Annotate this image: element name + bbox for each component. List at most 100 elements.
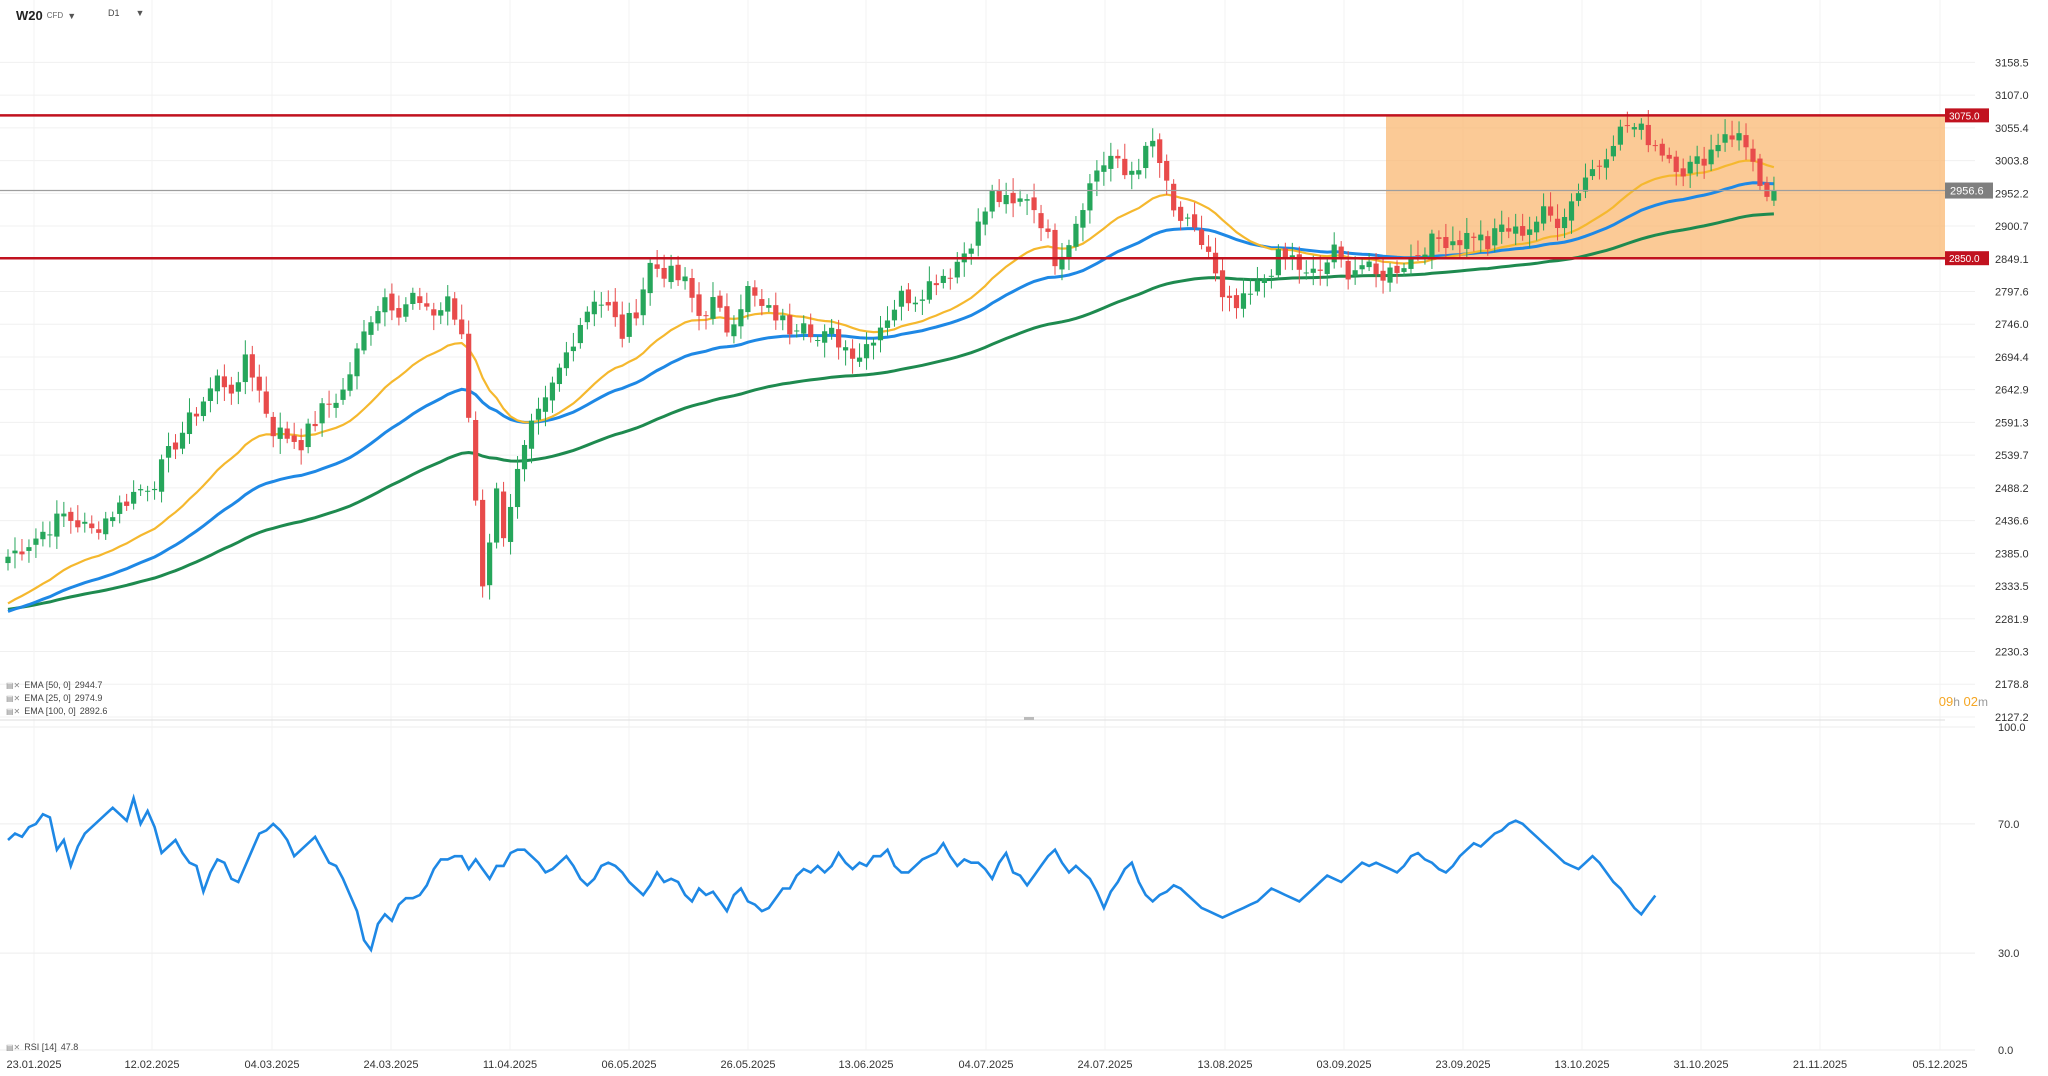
- candle-countdown: 09h 02m: [1938, 694, 1988, 709]
- candle: [340, 377, 346, 405]
- candle: [1422, 247, 1428, 265]
- candle: [1205, 235, 1212, 259]
- candle-body: [912, 302, 918, 305]
- candle: [1275, 244, 1281, 280]
- candle-body: [724, 306, 730, 333]
- x-tick-label: 11.04.2025: [483, 1059, 537, 1071]
- candle: [1694, 145, 1700, 177]
- candle-body: [507, 506, 514, 542]
- candle-body: [1722, 134, 1728, 143]
- candle: [494, 482, 500, 549]
- candle: [1003, 182, 1009, 214]
- indicator-ema100[interactable]: ▤✕ EMA [100, 0] 2892.6: [6, 706, 107, 716]
- rsi-tick-label: 70.0: [1998, 819, 2019, 831]
- candle: [689, 268, 695, 313]
- candle: [933, 274, 939, 296]
- candle: [1520, 213, 1526, 241]
- candle-body: [1073, 223, 1079, 247]
- candle: [172, 434, 179, 460]
- candle-body: [843, 347, 849, 351]
- candle: [1471, 232, 1477, 252]
- candle-body: [354, 348, 360, 377]
- candle-body: [1129, 170, 1135, 175]
- candle-body: [1429, 233, 1435, 258]
- x-tick-label: 05.12.2025: [1912, 1059, 1967, 1071]
- candle-body: [480, 499, 486, 587]
- candle-body: [1303, 272, 1309, 274]
- candle: [1108, 142, 1114, 182]
- candle: [228, 376, 234, 405]
- candle: [766, 298, 772, 313]
- candle: [1282, 242, 1288, 270]
- candle: [891, 299, 898, 327]
- candle: [1143, 141, 1149, 179]
- candle: [1380, 256, 1386, 294]
- candle-body: [431, 309, 437, 316]
- candle: [319, 398, 325, 437]
- candle-body: [1750, 148, 1756, 162]
- candle-body: [1541, 206, 1547, 224]
- price-grid: [0, 0, 1975, 1050]
- level-tag: [1945, 251, 1989, 266]
- candle-body: [1415, 255, 1421, 257]
- candle-body: [375, 311, 381, 324]
- candle-body: [898, 290, 905, 307]
- candle: [877, 316, 884, 353]
- candle-body: [1373, 263, 1379, 275]
- candle-body: [1003, 194, 1009, 205]
- candle: [40, 521, 46, 547]
- indicator-ema25[interactable]: ▤✕ EMA [25, 0] 2974.9: [6, 693, 102, 703]
- candle: [654, 249, 660, 278]
- settings-icon[interactable]: ▤✕: [6, 680, 21, 690]
- candle-body: [1499, 224, 1505, 232]
- indicator-rsi[interactable]: ▤✕ RSI [14] 47.8: [6, 1042, 78, 1052]
- candle: [1017, 189, 1023, 207]
- candle-body: [1352, 270, 1358, 276]
- candle-body: [179, 432, 186, 449]
- candle-body: [1547, 206, 1554, 216]
- candle: [884, 306, 891, 336]
- candle: [1589, 159, 1596, 180]
- candle: [1122, 143, 1128, 180]
- candle: [745, 281, 751, 320]
- x-tick-label: 23.01.2025: [6, 1059, 61, 1071]
- candle: [138, 484, 144, 496]
- candle: [975, 208, 981, 257]
- candle: [1401, 263, 1407, 277]
- candle-body: [933, 283, 939, 286]
- candle-body: [1645, 124, 1651, 146]
- indicator-ema50[interactable]: ▤✕ EMA [50, 0] 2944.7: [6, 680, 102, 690]
- symbol-selector[interactable]: W20 CFD ▼: [16, 8, 76, 23]
- candle: [1541, 193, 1547, 231]
- candle: [26, 539, 32, 563]
- candle: [131, 480, 137, 510]
- y-tick-label: 2642.9: [1995, 385, 2029, 397]
- candle-body: [200, 401, 207, 417]
- y-tick-label: 2385.0: [1995, 548, 2029, 560]
- candle: [549, 376, 556, 413]
- settings-icon[interactable]: ▤✕: [6, 693, 21, 703]
- candle: [1059, 243, 1065, 281]
- candle: [263, 376, 269, 418]
- candle: [438, 302, 444, 325]
- candle: [1192, 202, 1198, 232]
- candle: [912, 296, 918, 312]
- x-tick-label: 21.11.2025: [1793, 1059, 1847, 1071]
- candle: [1610, 135, 1616, 161]
- candle-body: [696, 294, 702, 316]
- candle: [270, 412, 276, 448]
- timeframe-selector[interactable]: D1 ▼: [108, 8, 144, 18]
- candle: [298, 428, 304, 465]
- x-tick-label: 06.05.2025: [601, 1059, 656, 1071]
- candle-body: [75, 520, 81, 528]
- candle-body: [1366, 261, 1372, 268]
- settings-icon[interactable]: ▤✕: [6, 1042, 21, 1052]
- candle: [291, 422, 297, 449]
- candle: [1352, 256, 1358, 285]
- candle-body: [1506, 228, 1512, 232]
- candle: [361, 320, 367, 355]
- settings-icon[interactable]: ▤✕: [6, 706, 21, 716]
- candle-body: [445, 296, 451, 312]
- candle: [1429, 229, 1435, 269]
